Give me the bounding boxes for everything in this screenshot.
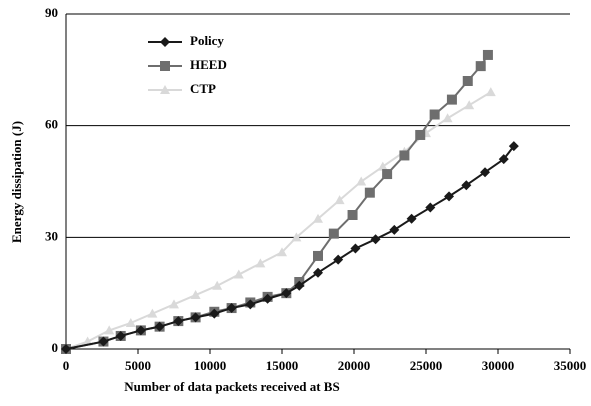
series-line (65, 145, 515, 350)
x-tick-label: 15000 (266, 358, 299, 373)
data-point (169, 299, 179, 309)
data-point (125, 317, 136, 327)
data-point (255, 258, 266, 268)
data-point (277, 247, 287, 257)
data-point (173, 316, 184, 327)
data-point (61, 344, 71, 354)
legend-label: HEED (190, 57, 227, 72)
legend-label: Policy (190, 33, 224, 48)
data-point (262, 293, 273, 304)
data-point (333, 254, 344, 265)
data-point (399, 150, 410, 161)
data-point (233, 269, 244, 279)
y-tick-label: 90 (45, 5, 58, 20)
x-tick-label: 35000 (554, 358, 587, 373)
x-tick-label: 0 (63, 358, 70, 373)
data-point (446, 94, 457, 105)
data-point (281, 288, 292, 299)
data-point (347, 210, 358, 220)
data-point (508, 141, 519, 152)
legend-label: CTP (190, 81, 216, 96)
data-point (356, 176, 367, 186)
data-point (462, 76, 473, 86)
data-point (98, 336, 109, 347)
data-point (294, 280, 305, 291)
data-point (328, 228, 339, 239)
data-point (104, 325, 115, 335)
data-point (313, 250, 323, 261)
legend-marker (160, 85, 170, 94)
data-point (442, 113, 453, 123)
data-point (498, 154, 509, 165)
data-point (313, 213, 323, 223)
data-point (115, 330, 126, 341)
data-point (377, 161, 388, 171)
data-point (135, 325, 146, 336)
x-axis-label: Number of data packets received at BS (124, 379, 339, 394)
data-point (147, 308, 158, 318)
data-point (389, 224, 400, 235)
legend-marker (160, 61, 170, 71)
data-point (429, 109, 440, 120)
x-tick-label: 25000 (410, 358, 443, 373)
data-point (444, 191, 455, 202)
x-tick-label: 10000 (194, 358, 227, 373)
data-point (291, 232, 302, 242)
data-point (461, 180, 472, 191)
data-point (415, 129, 426, 140)
data-point (480, 167, 491, 178)
data-point (313, 267, 323, 278)
data-point (370, 234, 381, 245)
series-line (65, 54, 489, 350)
data-point (464, 100, 475, 110)
data-point (475, 61, 486, 72)
y-tick-label: 30 (45, 228, 58, 243)
y-tick-label: 0 (52, 340, 59, 355)
data-point (226, 303, 237, 314)
data-point (382, 169, 393, 180)
data-point (482, 49, 493, 60)
data-point (364, 187, 375, 198)
x-tick-label: 30000 (482, 358, 515, 373)
data-point (334, 195, 345, 205)
data-point (350, 243, 361, 254)
y-tick-label: 60 (45, 117, 58, 132)
legend-marker (160, 37, 170, 47)
x-tick-label: 20000 (338, 358, 371, 373)
data-point (406, 213, 417, 224)
data-point (485, 87, 496, 97)
data-point (212, 280, 223, 290)
data-point (154, 321, 165, 332)
data-point (190, 312, 201, 323)
x-tick-label: 5000 (125, 358, 151, 373)
y-axis-label: Energy dissipation (J) (9, 121, 24, 243)
data-point (209, 308, 220, 319)
data-point (245, 299, 256, 310)
data-point (190, 290, 201, 300)
data-point (425, 202, 436, 213)
